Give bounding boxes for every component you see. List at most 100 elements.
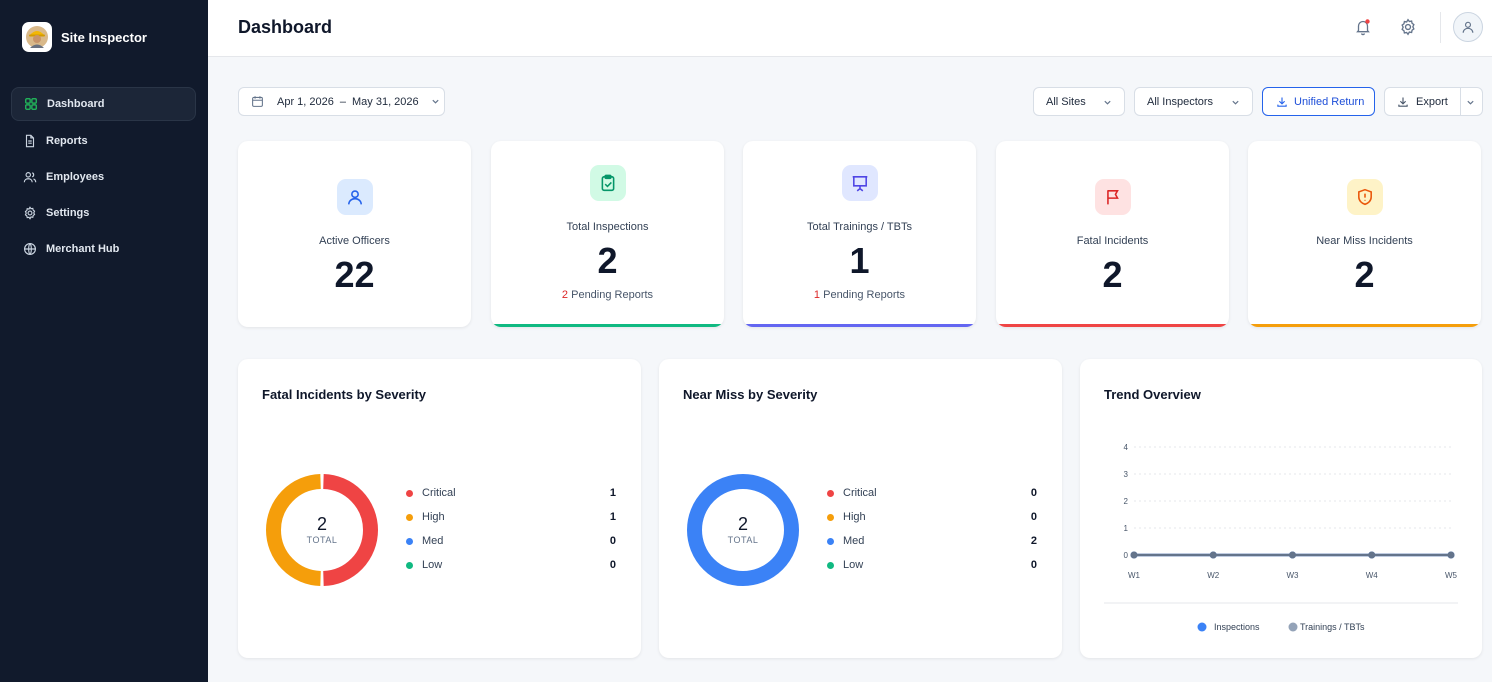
legend-row-low: Low 0 bbox=[406, 559, 616, 573]
pending-count: 2 bbox=[561, 289, 569, 301]
legend-label: High bbox=[422, 511, 445, 523]
users-icon bbox=[23, 172, 37, 183]
date-end: May 31, 2026 bbox=[352, 95, 419, 108]
avatar[interactable] bbox=[1453, 12, 1483, 42]
data-point[interactable] bbox=[1368, 551, 1376, 559]
sidebar-item-reports[interactable]: Reports bbox=[11, 124, 196, 158]
inspectors-select[interactable]: All Inspectors bbox=[1134, 87, 1253, 116]
header-divider bbox=[1440, 12, 1441, 43]
legend-label: High bbox=[843, 511, 866, 523]
date-start: Apr 1, 2026 bbox=[277, 95, 334, 108]
donut-slice-med[interactable] bbox=[687, 474, 799, 586]
data-point[interactable] bbox=[1130, 551, 1138, 559]
legend-dot bbox=[406, 490, 413, 497]
legend-dot bbox=[1197, 622, 1207, 632]
legend-label: Med bbox=[843, 535, 865, 547]
legend-dot bbox=[406, 538, 413, 545]
x-tick-label: W5 bbox=[1445, 571, 1458, 580]
donut-slice-critical[interactable] bbox=[322, 474, 378, 586]
legend-label: Critical bbox=[843, 487, 877, 499]
kpi-value: 2 bbox=[1102, 254, 1123, 295]
kpi-label: Total Trainings / TBTs bbox=[807, 221, 912, 233]
kpi-icon-box bbox=[337, 179, 373, 215]
y-tick-label: 0 bbox=[1124, 551, 1129, 560]
data-point[interactable] bbox=[1447, 551, 1455, 559]
kpi-card-total-trainings[interactable]: Total Trainings / TBTs 1 1 Pending Repor… bbox=[743, 141, 976, 327]
data-point[interactable] bbox=[1209, 551, 1217, 559]
legend-label: Inspections bbox=[1214, 622, 1260, 632]
y-tick-label: 3 bbox=[1124, 470, 1129, 479]
inspectors-select-value: All Inspectors bbox=[1147, 95, 1214, 108]
pending-label: Pending Reports bbox=[823, 289, 906, 301]
presentation-icon bbox=[852, 176, 868, 192]
unified-return-label: Unified Return bbox=[1294, 95, 1365, 108]
trend-overview-panel: Trend Overview 0 1 2 3 4 W1 W2 W3 W4 W5 Inspection… bbox=[1080, 359, 1482, 658]
legend-dot bbox=[406, 514, 413, 521]
donut-slice-high[interactable] bbox=[266, 474, 322, 586]
kpi-card-active-officers[interactable]: Active Officers 22 bbox=[238, 141, 471, 327]
kpi-card-total-inspections[interactable]: Total Inspections 2 2 Pending Reports bbox=[491, 141, 724, 327]
donut-center: 2 TOTAL bbox=[685, 514, 801, 545]
legend-value: 0 bbox=[609, 535, 616, 547]
nearmiss-donut-chart bbox=[687, 474, 799, 586]
chevron-down-icon bbox=[1232, 100, 1239, 105]
kpi-card-fatal-incidents[interactable]: Fatal Incidents 2 bbox=[996, 141, 1229, 327]
sidebar-item-label: Reports bbox=[46, 135, 88, 147]
sidebar-item-label: Employees bbox=[46, 171, 105, 183]
calendar-icon bbox=[252, 96, 263, 107]
kpi-accent-bar bbox=[491, 324, 724, 327]
sidebar-item-employees[interactable]: Employees bbox=[11, 160, 196, 194]
data-point[interactable] bbox=[1289, 551, 1296, 559]
kpi-value: 1 bbox=[849, 240, 870, 281]
gear-icon[interactable] bbox=[1399, 18, 1417, 36]
x-tick-label: W2 bbox=[1207, 571, 1220, 580]
sidebar: Site Inspector Dashboard Reports Employe… bbox=[0, 0, 208, 682]
legend-label: Trainings / TBTs bbox=[1300, 622, 1365, 632]
kpi-accent-bar bbox=[743, 324, 976, 327]
legend-label: Low bbox=[422, 559, 443, 571]
brand[interactable]: Site Inspector bbox=[22, 22, 147, 52]
legend-dot bbox=[1288, 622, 1298, 632]
sidebar-item-merchant-hub[interactable]: Merchant Hub bbox=[11, 232, 196, 266]
date-separator: – bbox=[339, 95, 346, 108]
legend-row-low: Low 0 bbox=[827, 559, 1037, 573]
legend-value: 0 bbox=[1030, 487, 1037, 499]
app-logo bbox=[22, 22, 52, 52]
nearmiss-severity-panel: Near Miss by Severity 2 TOTAL Critical 0 … bbox=[659, 359, 1062, 658]
panel-title: Trend Overview bbox=[1104, 387, 1201, 402]
legend-dot bbox=[827, 490, 834, 497]
kpi-card-near-miss[interactable]: Near Miss Incidents 2 bbox=[1248, 141, 1481, 327]
unified-return-button[interactable]: Unified Return bbox=[1262, 87, 1375, 116]
gear-icon bbox=[24, 206, 36, 220]
bell-icon[interactable] bbox=[1354, 18, 1372, 36]
y-tick-label: 4 bbox=[1124, 443, 1129, 452]
x-tick-label: W1 bbox=[1128, 571, 1141, 580]
kpi-icon-box bbox=[1095, 179, 1131, 215]
kpi-label: Active Officers bbox=[319, 235, 390, 247]
kpi-icon-box bbox=[842, 165, 878, 201]
dashboard-icon bbox=[25, 98, 37, 110]
clipboard-check-icon bbox=[601, 174, 615, 192]
sidebar-item-settings[interactable]: Settings bbox=[11, 196, 196, 230]
kpi-label: Total Inspections bbox=[566, 221, 649, 233]
sidebar-item-dashboard[interactable]: Dashboard bbox=[11, 87, 196, 121]
legend-value: 1 bbox=[609, 487, 616, 499]
file-icon bbox=[25, 134, 35, 148]
chevron-down-icon[interactable] bbox=[1466, 98, 1475, 107]
legend-row-critical: Critical 1 bbox=[406, 487, 616, 501]
donut-total: 2 bbox=[737, 514, 748, 534]
export-button[interactable]: Export bbox=[1384, 87, 1483, 116]
legend-row-med: Med 0 bbox=[406, 535, 616, 549]
date-range-picker[interactable]: Apr 1, 2026 – May 31, 2026 bbox=[238, 87, 445, 116]
legend-dot bbox=[827, 538, 834, 545]
legend-value: 1 bbox=[609, 511, 616, 523]
shield-alert-icon bbox=[1358, 188, 1372, 206]
page-title: Dashboard bbox=[238, 17, 333, 37]
sites-select[interactable]: All Sites bbox=[1033, 87, 1125, 116]
legend-label: Med bbox=[422, 535, 444, 547]
fatal-donut-chart bbox=[266, 474, 378, 586]
legend-value: 0 bbox=[609, 559, 616, 571]
export-divider bbox=[1460, 88, 1461, 115]
legend-value: 2 bbox=[1030, 535, 1037, 547]
kpi-pending: 1 Pending Reports bbox=[743, 289, 976, 301]
